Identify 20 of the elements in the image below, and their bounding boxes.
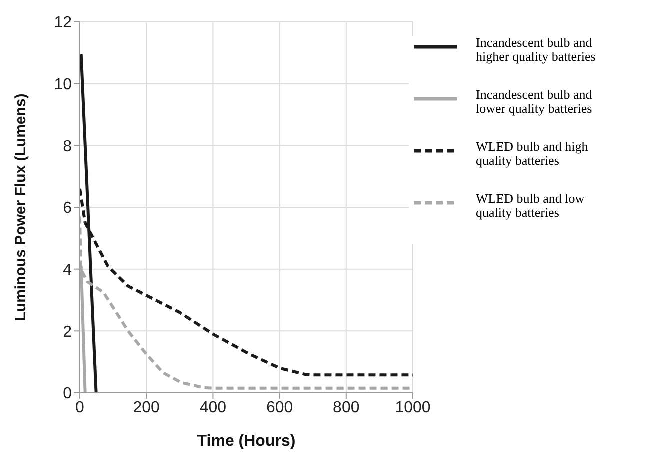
x-tick-label: 400 <box>200 399 227 416</box>
y-tick-label: 6 <box>63 200 72 218</box>
legend-label: WLED bulb and high quality batteries <box>476 139 590 168</box>
y-tick-label: 12 <box>54 14 72 32</box>
y-tick-label: 2 <box>63 324 72 341</box>
legend-label: WLED bulb and low quality batteries <box>476 191 586 220</box>
line-series <box>80 215 413 390</box>
x-tick-label: 200 <box>133 399 160 416</box>
legend-label: Incandescent bulb and higher quality batteries <box>476 35 597 64</box>
x-tick-label: 600 <box>266 399 294 416</box>
y-tick-label: 0 <box>63 386 72 403</box>
x-tick-label: 1000 <box>395 399 431 416</box>
y-tick-label: 8 <box>63 138 72 156</box>
legend-label: Incandescent bulb and lower quality batteries <box>476 87 594 116</box>
y-tick-label: 4 <box>63 262 72 280</box>
x-axis-title: Time (Hours) <box>197 433 296 450</box>
y-axis-title: Luminous Power Flux (Lumens) <box>12 94 30 322</box>
y-tick-label: 10 <box>54 76 72 94</box>
x-tick-label: 800 <box>333 399 360 416</box>
x-tick-label: 0 <box>76 399 85 416</box>
